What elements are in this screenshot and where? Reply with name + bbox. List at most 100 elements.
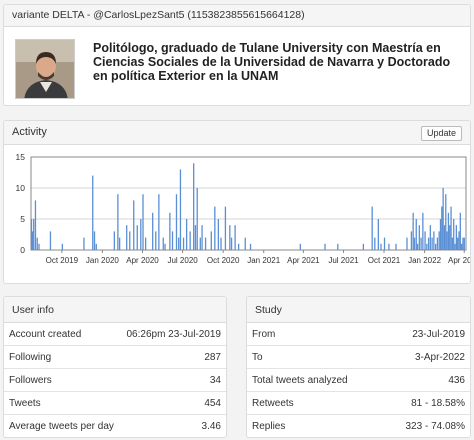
chart-bar <box>136 225 138 250</box>
chart-bar <box>193 163 195 250</box>
chart-bar <box>217 219 220 250</box>
x-tick-label: Oct 2021 <box>368 256 401 265</box>
chart-bar <box>158 194 160 250</box>
info-label: To <box>252 352 263 363</box>
x-tick-label: Jan 2021 <box>247 256 280 265</box>
info-label: Replies <box>252 421 286 432</box>
chart-grid <box>31 156 466 251</box>
chart-bar <box>459 212 461 250</box>
chart-bar <box>439 219 442 250</box>
x-tick-label: Jul 2020 <box>167 256 198 265</box>
info-row: Retweets 81 - 18.58% <box>247 392 470 415</box>
chart-bar <box>406 237 408 250</box>
chart-bar <box>415 219 417 250</box>
chart-bar <box>175 194 178 250</box>
profile-panel: variante DELTA - @CarlosLpezSant5 (11538… <box>3 4 471 106</box>
info-label: Following <box>9 352 52 363</box>
chart-bar <box>362 243 365 250</box>
x-tick-label: Apr 2021 <box>287 256 320 265</box>
chart-bar <box>164 243 166 250</box>
chart-bar <box>441 206 443 250</box>
chart-bar <box>443 225 446 250</box>
chart-bar <box>451 237 454 250</box>
chart-bar <box>185 219 188 250</box>
chart-bar <box>244 237 246 250</box>
x-tick-label: Jul 2021 <box>328 256 359 265</box>
y-tick-label: 5 <box>20 214 25 224</box>
chart-bar <box>83 237 85 250</box>
info-row: Replies 323 - 74.08% <box>247 415 470 437</box>
chart-bar <box>30 219 33 250</box>
chart-bar <box>418 225 420 250</box>
chart-bar <box>434 243 437 250</box>
chart-bar <box>462 237 464 250</box>
x-axis: Oct 2019 Jan 2020 Apr 2020 Jul 2020 Oct 2020… <box>46 250 470 265</box>
chart-bar <box>380 243 382 250</box>
info-label: From <box>252 329 276 340</box>
chart-bar <box>427 237 430 250</box>
info-value: 287 <box>204 352 221 363</box>
chart-bar <box>234 225 236 250</box>
chart-bar <box>214 206 216 250</box>
info-label: Average tweets per day <box>9 421 114 432</box>
info-label: Tweets <box>9 398 41 409</box>
study-panel: Study From 23-Jul-2019 To 3-Apr-2022 Total t… <box>246 296 471 438</box>
chart-bar <box>422 212 424 250</box>
user-info-title: User info <box>4 297 226 323</box>
chart-bar <box>438 231 440 250</box>
chart-bar <box>189 231 191 250</box>
update-button[interactable]: Update <box>420 126 462 141</box>
chart-bar <box>155 231 157 250</box>
chart-bar <box>182 237 185 250</box>
info-row: Total tweets analyzed 436 <box>247 369 470 392</box>
chart-bar <box>449 225 451 250</box>
x-tick-label: Apr 2020 <box>126 256 159 265</box>
avatar <box>15 39 75 99</box>
y-tick-label: 15 <box>16 152 26 162</box>
info-label: Account created <box>9 329 82 340</box>
info-value: 06:26pm 23-Jul-2019 <box>126 329 221 340</box>
chart-bar <box>118 237 121 250</box>
chart-bar <box>144 237 147 250</box>
info-value: 34 <box>209 375 221 386</box>
chart-bar <box>93 231 96 250</box>
chart-bar <box>460 243 463 250</box>
info-row: Average tweets per day 3.46 <box>4 415 226 437</box>
chart-bar <box>447 212 450 250</box>
x-tick-label: Oct 2020 <box>207 256 240 265</box>
chart-bar <box>142 194 144 250</box>
chart-bar <box>429 225 432 250</box>
study-title: Study <box>247 297 470 323</box>
info-row: Following 287 <box>4 346 226 369</box>
y-tick-label: 10 <box>16 183 26 193</box>
chart-bar <box>178 237 180 250</box>
chart-bar <box>162 237 164 250</box>
chart-bar <box>450 206 452 250</box>
chart-bar <box>152 212 154 250</box>
chart-bar <box>416 243 419 250</box>
chart-bar <box>38 243 40 250</box>
user-info-panel: User info Account created 06:26pm 23-Jul-… <box>3 296 227 438</box>
x-tick-label: Apr 2022 <box>448 256 470 265</box>
chart-bar <box>299 243 301 250</box>
info-row: Account created 06:26pm 23-Jul-2019 <box>4 323 226 346</box>
chart-bar <box>412 212 414 250</box>
info-row: From 23-Jul-2019 <box>247 323 470 346</box>
chart-bar <box>210 231 212 250</box>
chart-bar <box>413 237 416 250</box>
chart-bar <box>455 225 458 250</box>
chart-bar <box>457 237 459 250</box>
chart-bar <box>324 243 326 250</box>
chart-bar <box>36 237 38 250</box>
chart-bar <box>374 237 376 250</box>
info-label: Retweets <box>252 398 294 409</box>
chart-bar <box>224 206 227 250</box>
info-value: 3-Apr-2022 <box>414 352 465 363</box>
chart-bar <box>95 243 97 250</box>
plot-area <box>30 156 467 251</box>
chart-bar <box>129 231 131 250</box>
x-tick-label: Jan 2022 <box>408 256 441 265</box>
info-value: 436 <box>448 375 465 386</box>
info-value: 81 - 18.58% <box>411 398 465 409</box>
